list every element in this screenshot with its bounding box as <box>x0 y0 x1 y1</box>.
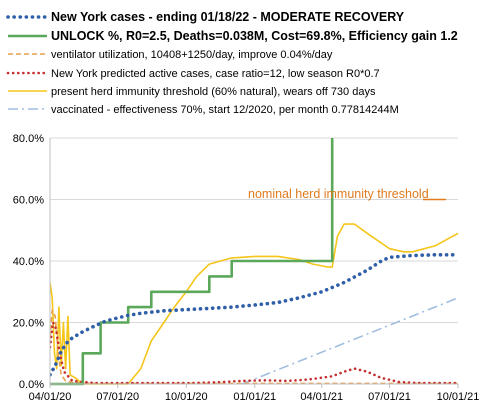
x-tick-label: 10/01/21 <box>437 391 480 403</box>
legend: New York cases - ending 01/18/22 - MODER… <box>6 10 458 116</box>
legend-label-ventilator-utilization-10408-1250-day-im: ventilator utilization, 10408+1250/day, … <box>51 49 333 61</box>
y-tick-label: 40.0% <box>13 256 44 268</box>
series-line-new-york-predicted-active-cases-case-rat <box>50 321 460 385</box>
x-tick-label: 10/01/20 <box>165 391 208 403</box>
legend-label-vaccinated-effectiveness-70-start-12-202: vaccinated - effectiveness 70%, start 12… <box>51 104 399 116</box>
annotations: nominal herd immunity threshold <box>248 187 446 201</box>
legend-label-new-york-cases-ending-01-18-22-moderate-: New York cases - ending 01/18/22 - MODER… <box>51 10 405 24</box>
legend-label-present-herd-immunity-threshold-60-natur: present herd immunity threshold (60% nat… <box>51 86 376 98</box>
annotation-herd-immunity-threshold: nominal herd immunity threshold <box>248 187 429 201</box>
y-tick-label: 0.0% <box>19 379 44 391</box>
y-tick-label: 60.0% <box>13 195 44 207</box>
x-tick-label: 04/01/21 <box>300 391 343 403</box>
legend-label-unlock-r0-2-5-deaths-0-038m-cost-69-8-ef: UNLOCK %, R0=2.5, Deaths=0.038M, Cost=69… <box>51 29 458 43</box>
x-tick-label: 07/01/20 <box>96 391 139 403</box>
series-line-unlock-r0-2-5-deaths-0-038m-cost-69-8-ef <box>50 138 334 386</box>
x-tick-label: 04/01/20 <box>29 391 72 403</box>
x-tick-label: 07/01/21 <box>368 391 411 403</box>
series-line-ventilator-utilization-10408-1250-day-im <box>50 309 458 385</box>
plot-series <box>50 138 460 386</box>
x-tick-label: 01/01/21 <box>233 391 276 403</box>
y-tick-label: 20.0% <box>13 318 44 330</box>
axes: 0.0% 20.0% 40.0% 60.0% 80.0% 04/01/20 07/01/20… <box>13 133 480 403</box>
y-tick-label: 80.0% <box>13 133 44 145</box>
legend-label-new-york-predicted-active-cases-case-rat: New York predicted active cases, case ra… <box>51 68 380 80</box>
